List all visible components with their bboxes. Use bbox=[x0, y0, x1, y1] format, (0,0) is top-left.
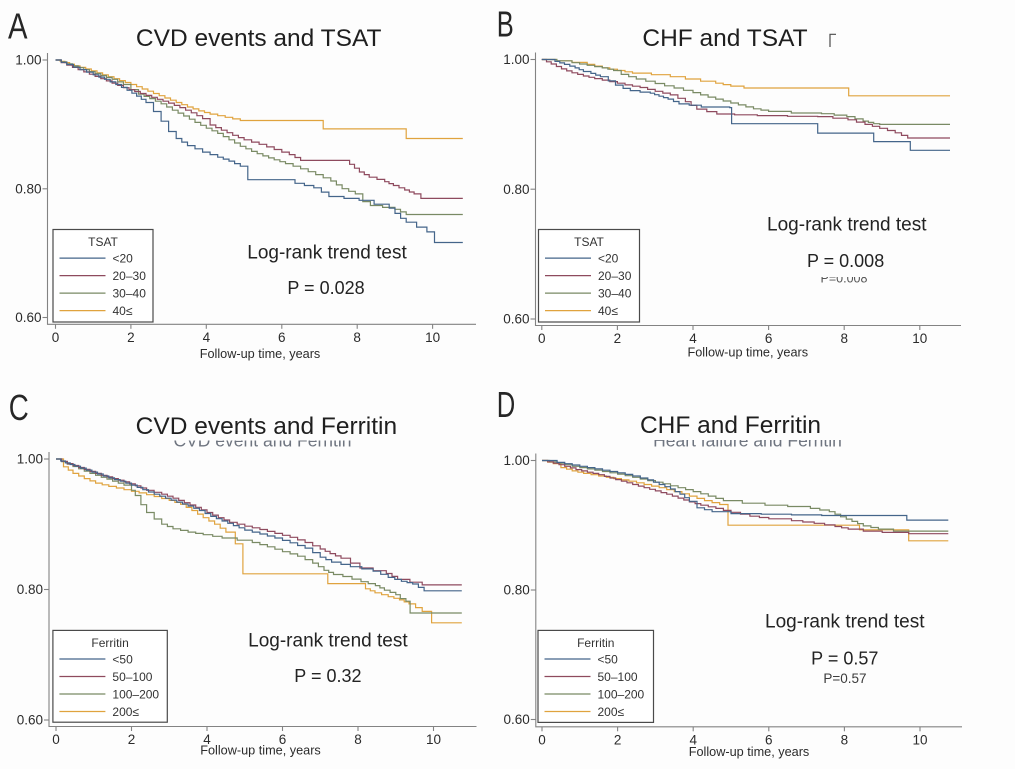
svg-text:0: 0 bbox=[52, 732, 60, 747]
svg-text:Log-rank trend test: Log-rank trend test bbox=[247, 243, 407, 264]
svg-text:100–200: 100–200 bbox=[112, 687, 159, 701]
svg-text:6: 6 bbox=[278, 330, 286, 345]
svg-text:50–100: 50–100 bbox=[112, 670, 152, 684]
svg-text:0.60: 0.60 bbox=[17, 713, 43, 728]
svg-text:1.00: 1.00 bbox=[17, 452, 43, 467]
svg-text:Ferritin: Ferritin bbox=[91, 636, 128, 650]
svg-text:CHF and TSAT: CHF and TSAT bbox=[642, 25, 807, 52]
svg-text:Heart failure and Ferritin: Heart failure and Ferritin bbox=[653, 431, 842, 451]
svg-text:P = 0.57: P = 0.57 bbox=[811, 649, 878, 669]
svg-text:0.80: 0.80 bbox=[15, 181, 41, 196]
svg-text:0.60: 0.60 bbox=[503, 312, 529, 327]
svg-text:P = 0.028: P = 0.028 bbox=[287, 278, 364, 298]
svg-text:1.00: 1.00 bbox=[503, 52, 529, 67]
svg-text:CVD events and TSAT: CVD events and TSAT bbox=[136, 25, 382, 52]
svg-text:10: 10 bbox=[912, 331, 927, 346]
svg-text:4: 4 bbox=[689, 331, 697, 346]
svg-text:0: 0 bbox=[52, 330, 60, 345]
svg-text:0: 0 bbox=[538, 331, 546, 346]
svg-text:200≤: 200≤ bbox=[598, 705, 625, 719]
svg-text:2: 2 bbox=[614, 331, 622, 346]
svg-text:Follow-up time, years: Follow-up time, years bbox=[200, 347, 321, 361]
svg-text:Log-rank trend test: Log-rank trend test bbox=[765, 612, 925, 633]
svg-text:1.00: 1.00 bbox=[504, 453, 530, 468]
svg-text:CVD event and Ferritin: CVD event and Ferritin bbox=[174, 431, 352, 451]
svg-text:Log-rank trend test: Log-rank trend test bbox=[248, 630, 408, 651]
svg-text:0.60: 0.60 bbox=[504, 712, 530, 727]
svg-text:2: 2 bbox=[127, 330, 135, 345]
svg-text:B: B bbox=[497, 3, 514, 44]
svg-text:8: 8 bbox=[840, 331, 848, 346]
svg-text:0: 0 bbox=[538, 732, 546, 747]
svg-text:40≤: 40≤ bbox=[598, 304, 618, 318]
svg-text:CVD events and Ferritin: CVD events and Ferritin bbox=[136, 413, 397, 440]
svg-text:TSAT: TSAT bbox=[574, 235, 604, 249]
svg-text:30–40: 30–40 bbox=[598, 286, 632, 300]
svg-text:50–100: 50–100 bbox=[598, 670, 638, 684]
svg-text:A: A bbox=[8, 6, 28, 47]
svg-text:Follow-up time, years: Follow-up time, years bbox=[200, 744, 321, 758]
svg-text:<20: <20 bbox=[598, 251, 619, 265]
svg-text:Follow-up time, years: Follow-up time, years bbox=[689, 745, 810, 759]
svg-text:<20: <20 bbox=[113, 251, 134, 265]
svg-text:0.60: 0.60 bbox=[15, 310, 41, 325]
svg-text:6: 6 bbox=[279, 732, 287, 747]
svg-text:200≤: 200≤ bbox=[112, 705, 139, 719]
svg-text:CHF and Ferritin: CHF and Ferritin bbox=[640, 412, 821, 439]
svg-text:0.80: 0.80 bbox=[503, 182, 529, 197]
svg-text:20–30: 20–30 bbox=[598, 269, 632, 283]
svg-text:4: 4 bbox=[203, 330, 211, 345]
svg-text:8: 8 bbox=[354, 732, 362, 747]
svg-text:10: 10 bbox=[426, 732, 441, 747]
svg-text:8: 8 bbox=[841, 732, 849, 747]
svg-text:P = 0.32: P = 0.32 bbox=[294, 666, 361, 686]
svg-text:<50: <50 bbox=[598, 652, 619, 666]
svg-text:P = 0.008: P = 0.008 bbox=[807, 251, 884, 271]
svg-text:P=0.57: P=0.57 bbox=[823, 671, 866, 686]
svg-text:P=0.008: P=0.008 bbox=[821, 272, 868, 286]
svg-text:20–30: 20–30 bbox=[113, 269, 147, 283]
svg-text:4: 4 bbox=[689, 732, 697, 747]
svg-text:<50: <50 bbox=[112, 652, 133, 666]
svg-text:C: C bbox=[9, 387, 29, 428]
svg-text:TSAT: TSAT bbox=[88, 235, 118, 249]
svg-text:Follow-up time, years: Follow-up time, years bbox=[688, 346, 809, 360]
svg-text:2: 2 bbox=[128, 732, 136, 747]
svg-text:6: 6 bbox=[765, 732, 773, 747]
svg-text:6: 6 bbox=[765, 331, 773, 346]
svg-text:30–40: 30–40 bbox=[113, 286, 147, 300]
svg-text:Log-rank trend test: Log-rank trend test bbox=[767, 215, 927, 236]
svg-text:10: 10 bbox=[425, 330, 440, 345]
svg-text:40≤: 40≤ bbox=[113, 304, 133, 318]
svg-text:4: 4 bbox=[203, 732, 211, 747]
svg-text:0.80: 0.80 bbox=[504, 583, 530, 598]
svg-text:0.80: 0.80 bbox=[17, 582, 43, 597]
svg-text:1.00: 1.00 bbox=[15, 53, 41, 68]
svg-text:100–200: 100–200 bbox=[598, 687, 645, 701]
svg-text:D: D bbox=[497, 384, 516, 425]
svg-text:10: 10 bbox=[912, 732, 927, 747]
svg-text:8: 8 bbox=[353, 330, 361, 345]
svg-text:Ferritin: Ferritin bbox=[577, 636, 614, 650]
svg-text:2: 2 bbox=[614, 732, 622, 747]
